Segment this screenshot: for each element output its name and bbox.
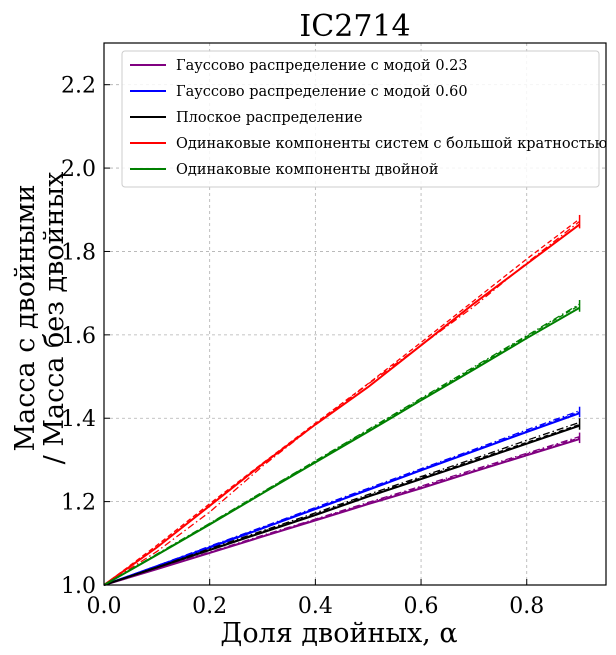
y-tick-label: 1.8 [61, 240, 96, 265]
y-axis-ticks: 1.0 1.2 1.4 1.6 1.8 2.0 2.2 [61, 74, 110, 599]
y-tick-label: 2.0 [61, 157, 96, 182]
series-line-008000 [103, 306, 581, 586]
legend-entry: Плоское распределение [176, 110, 362, 126]
series-line-dashed-ff0000 [103, 218, 580, 586]
legend-entry: Одинаковые компоненты двойной [176, 162, 439, 178]
x-tick-label: 0.2 [192, 594, 227, 619]
y-tick-label: 1.0 [61, 574, 96, 599]
y-axis-label-line2: / Масса без двойных [39, 172, 70, 465]
series-line-ff0000 [103, 223, 581, 586]
legend-entry: Гауссово распределение с модой 0.23 [176, 58, 468, 74]
x-tick-label: 0.6 [404, 594, 439, 619]
legend-entry: Гауссово распределение с модой 0.60 [176, 84, 468, 100]
legend: Гауссово распределение с модой 0.23 Гаусс… [121, 50, 607, 188]
series-lines [103, 214, 581, 586]
y-tick-label: 1.6 [61, 324, 96, 349]
y-tick-label: 1.4 [61, 407, 96, 432]
series-line-800080 [103, 438, 580, 586]
y-tick-label: 2.2 [61, 74, 96, 99]
x-tick-label: 0.4 [298, 594, 333, 619]
legend-box [121, 50, 600, 188]
x-tick-label: 0.0 [87, 594, 122, 619]
series-line-0000ff [103, 412, 580, 586]
x-axis-ticks: 0.0 0.2 0.4 0.6 0.8 [87, 579, 544, 619]
chart-title: IC2714 [299, 9, 410, 44]
y-axis-label-line1: Масса с двойными [10, 185, 41, 452]
x-tick-label: 0.8 [509, 594, 544, 619]
plot-frame [103, 42, 607, 586]
y-axis-label-group: Масса с двойными / Масса без двойных [10, 172, 70, 465]
series-line-000000 [103, 424, 580, 586]
series-line-dashdot-0000ff [103, 410, 580, 586]
x-axis-label: Доля двойных, α [220, 618, 457, 649]
legend-entry: Одинаковые компоненты систем с большой к… [176, 136, 607, 152]
y-tick-label: 1.2 [61, 491, 96, 516]
